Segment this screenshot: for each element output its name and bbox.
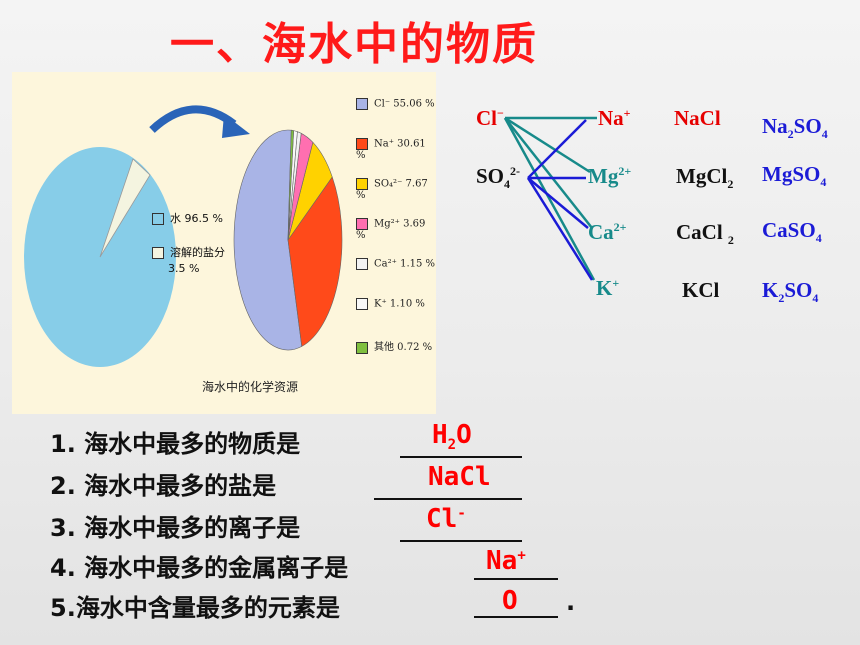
small-pie (24, 147, 176, 367)
transform-arrow (149, 105, 237, 133)
ion-calcium: Ca2+ (588, 220, 627, 244)
chloride-cacl2: CaCl 2 (676, 220, 734, 248)
big-pie (233, 129, 343, 351)
answer-3: Cl- (426, 504, 466, 534)
question-4: 4. 海水中最多的金属离子是 (50, 554, 349, 582)
answer-1: H2O (432, 420, 472, 454)
sulfate-k2so4: K2SO4 (762, 278, 819, 306)
question-2: 2. 海水中最多的盐是 (50, 472, 277, 500)
legend-so4: SO₄²⁻ 7.67 % (356, 178, 428, 201)
question-1: 1. 海水中最多的物质是 (50, 430, 301, 458)
legend-other: 其他 0.72 % (356, 338, 432, 354)
small-pie-salt-slice (99, 158, 151, 258)
pie-charts (24, 105, 343, 367)
answer-blank-2 (374, 498, 522, 500)
ion-sodium: Na+ (598, 106, 631, 130)
legend-cl: Cl⁻ 55.06 % (356, 98, 435, 110)
legend-na: Na⁺ 30.61 % (356, 138, 426, 161)
chloride-mgcl2: MgCl2 (676, 164, 734, 192)
legend-ca: Ca²⁺ 1.15 % (356, 258, 435, 270)
big-pie-slice-6 (287, 129, 294, 241)
ion-sulfate: SO42- (476, 164, 521, 192)
answer-blank-4 (474, 578, 558, 580)
big-pie-slice-1 (287, 176, 343, 347)
answer-5: O (502, 586, 518, 616)
figure-caption: 海水中的化学资源 (202, 380, 299, 394)
legend-mg: Mg²⁺ 3.69 % (356, 218, 426, 241)
answer-4: Na+ (486, 546, 526, 576)
answer-blank-5 (474, 616, 558, 618)
ion-magnesium: Mg2+ (588, 164, 632, 188)
question-5-period: . (566, 588, 576, 616)
question-3: 3. 海水中最多的离子是 (50, 514, 301, 542)
sulfate-caso4: CaSO4 (762, 218, 822, 246)
page-title: 一、海水中的物质 (170, 19, 538, 70)
answer-2: NaCl (428, 462, 491, 492)
legend-k: K⁺ 1.10 % (356, 298, 425, 310)
sulfate-mgso4: MgSO4 (762, 162, 827, 190)
chloride-nacl: NaCl (674, 106, 721, 130)
legend-salt: 溶解的盐分 (152, 244, 225, 260)
answer-blank-1 (400, 456, 522, 458)
ion-chloride: Cl− (476, 106, 504, 130)
answer-blank-3 (400, 540, 522, 542)
legend-salt-pct: 3.5 % (168, 262, 200, 275)
legend-water: 水 96.5 % (152, 210, 223, 226)
question-5: 5.海水中含量最多的元素是 (50, 594, 340, 622)
seawater-resources-figure: 水 96.5 % 溶解的盐分 3.5 % Cl⁻ 55.06 % Na⁺ 30.… (12, 72, 436, 414)
ion-potassium: K+ (596, 276, 620, 300)
sulfate-na2so4: Na2SO4 (762, 114, 828, 142)
big-pie-slice-0 (233, 129, 303, 351)
chloride-kcl: KCl (682, 278, 720, 302)
